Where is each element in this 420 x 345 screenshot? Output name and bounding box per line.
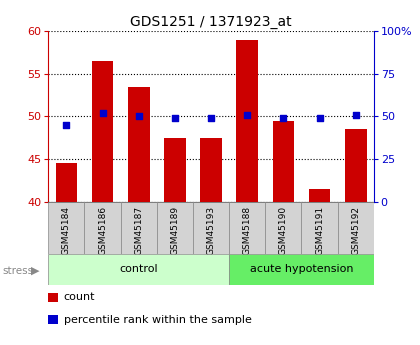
Text: control: control: [119, 264, 158, 274]
Text: acute hypotension: acute hypotension: [250, 264, 353, 274]
Text: percentile rank within the sample: percentile rank within the sample: [64, 315, 252, 325]
Bar: [48, 254, 229, 285]
Bar: [55, 164, 77, 202]
Point: [99, 110, 106, 116]
Bar: [338, 202, 374, 254]
Title: GDS1251 / 1371923_at: GDS1251 / 1371923_at: [130, 14, 292, 29]
Point: [244, 112, 251, 118]
Point: [352, 112, 359, 118]
Point: [280, 115, 287, 121]
Bar: [302, 202, 338, 254]
Bar: [92, 61, 113, 202]
Text: GSM45191: GSM45191: [315, 206, 324, 255]
Bar: [229, 254, 374, 285]
Text: GSM45186: GSM45186: [98, 206, 107, 255]
Bar: [157, 202, 193, 254]
Bar: [229, 202, 265, 254]
Bar: [200, 138, 222, 202]
Point: [171, 115, 178, 121]
Bar: [309, 189, 331, 202]
Text: GSM45189: GSM45189: [171, 206, 179, 255]
Text: GSM45184: GSM45184: [62, 206, 71, 255]
Text: stress: stress: [2, 266, 33, 276]
Text: ▶: ▶: [31, 266, 39, 276]
Bar: [121, 202, 157, 254]
Text: count: count: [64, 292, 95, 302]
Bar: [84, 202, 121, 254]
Text: GSM45187: GSM45187: [134, 206, 143, 255]
Text: GSM45192: GSM45192: [351, 206, 360, 255]
Bar: [193, 202, 229, 254]
Text: GSM45193: GSM45193: [207, 206, 215, 255]
Bar: [236, 40, 258, 202]
Point: [316, 115, 323, 121]
Bar: [273, 121, 294, 202]
Bar: [48, 202, 84, 254]
Bar: [265, 202, 302, 254]
Bar: [345, 129, 367, 202]
Bar: [128, 87, 150, 202]
Bar: [164, 138, 186, 202]
Point: [208, 115, 215, 121]
Point: [135, 114, 142, 119]
Text: GSM45190: GSM45190: [279, 206, 288, 255]
Point: [63, 122, 70, 128]
Text: GSM45188: GSM45188: [243, 206, 252, 255]
